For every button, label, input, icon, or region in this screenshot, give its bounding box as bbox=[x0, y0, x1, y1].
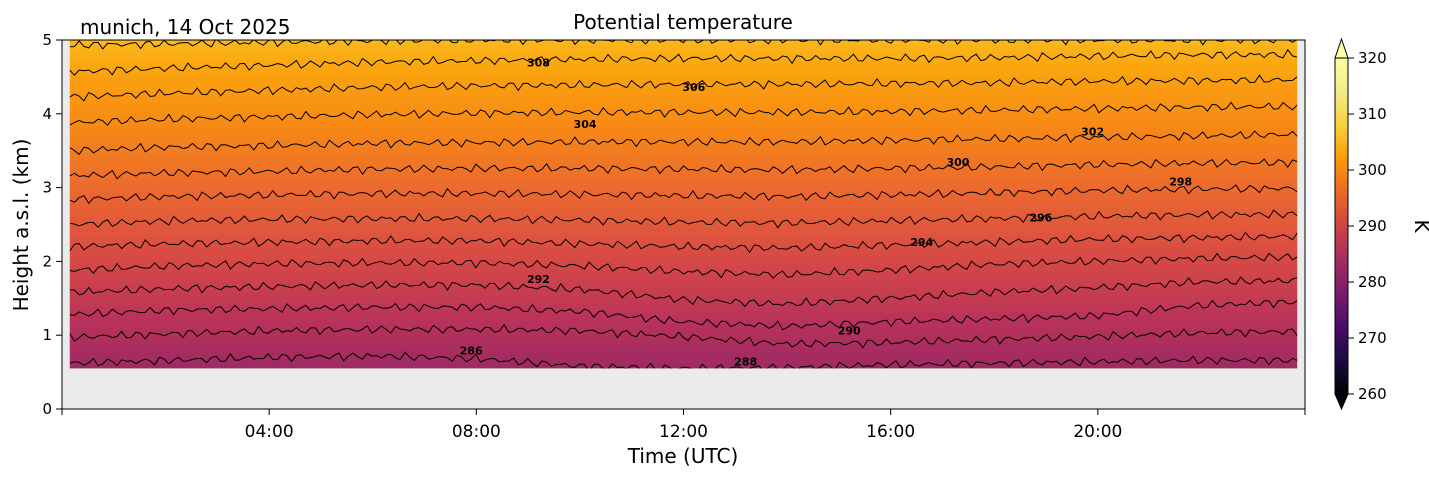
contour-line-298 bbox=[69, 209, 1298, 229]
contour-line-286 bbox=[69, 351, 1298, 369]
contour-label: 302 bbox=[1081, 125, 1104, 138]
chart-title: Potential temperature bbox=[573, 10, 793, 34]
colorbar: 260 270 280 290 300 310 320 K bbox=[1334, 37, 1429, 411]
y-tick-label: 3 bbox=[42, 179, 52, 197]
contour-line-302 bbox=[69, 158, 1298, 180]
contour-line-288 bbox=[69, 323, 1298, 349]
colorbar-ticks: 260 270 280 290 300 310 320 bbox=[1348, 49, 1387, 403]
colorbar-gradient bbox=[1335, 58, 1348, 394]
x-axis-ticks: 04:00 08:00 12:00 16:00 20:00 bbox=[61, 409, 1306, 442]
contour-line-306 bbox=[69, 101, 1298, 127]
contour-label: 290 bbox=[838, 325, 861, 338]
y-axis-ticks: 0 1 2 3 4 5 bbox=[42, 31, 62, 418]
colorbar-tick-label: 320 bbox=[1358, 49, 1387, 67]
contour-label: 286 bbox=[460, 344, 483, 357]
contour-label: 308 bbox=[527, 57, 550, 70]
colorbar-tick-label: 260 bbox=[1358, 385, 1387, 403]
contour-label: 292 bbox=[527, 273, 550, 286]
chart-subtitle: munich, 14 Oct 2025 bbox=[80, 15, 290, 39]
x-axis-label: Time (UTC) bbox=[627, 444, 739, 468]
colorbar-tick-label: 270 bbox=[1358, 329, 1387, 347]
contour-line-294 bbox=[69, 252, 1298, 279]
y-tick-label: 2 bbox=[42, 252, 52, 270]
isentrope-contours bbox=[69, 40, 1298, 369]
contour-line-300 bbox=[69, 184, 1298, 205]
x-tick-label: 08:00 bbox=[452, 422, 501, 442]
y-tick-label: 5 bbox=[42, 31, 52, 49]
contour-label: 296 bbox=[1029, 212, 1052, 225]
contour-line-292 bbox=[69, 276, 1298, 308]
x-tick-label: 16:00 bbox=[866, 422, 915, 442]
contour-line-290 bbox=[69, 299, 1298, 331]
x-tick-label: 20:00 bbox=[1073, 422, 1122, 442]
x-tick-label: 04:00 bbox=[245, 422, 294, 442]
contour-label: 294 bbox=[910, 236, 933, 249]
contour-label: 304 bbox=[574, 118, 597, 131]
colorbar-tick-label: 310 bbox=[1358, 105, 1387, 123]
contour-label-group: 286 288 290 292 294 296 298 300 302 304 306 308 bbox=[460, 57, 1193, 369]
y-axis-label: Height a.s.l. (km) bbox=[9, 139, 33, 312]
contour-line-304 bbox=[69, 130, 1298, 156]
y-tick-label: 4 bbox=[42, 105, 52, 123]
contour-line-308 bbox=[69, 74, 1298, 102]
contour-label: 300 bbox=[947, 156, 970, 169]
colorbar-tick-label: 300 bbox=[1358, 161, 1387, 179]
colorbar-tick-label: 280 bbox=[1358, 273, 1387, 291]
colorbar-extend-max bbox=[1334, 37, 1349, 59]
temperature-field bbox=[69, 40, 1298, 369]
colorbar-label: K bbox=[1410, 219, 1429, 233]
colorbar-tick-label: 290 bbox=[1358, 217, 1387, 235]
y-tick-label: 0 bbox=[42, 400, 52, 418]
contour-label: 306 bbox=[682, 81, 705, 94]
contour-line-312 bbox=[69, 40, 1297, 50]
contour-label: 298 bbox=[1169, 175, 1192, 188]
contour-label: 288 bbox=[734, 356, 757, 369]
contour-line-310 bbox=[69, 48, 1298, 76]
x-tick-label: 12:00 bbox=[659, 422, 708, 442]
contour-line-296 bbox=[69, 231, 1298, 254]
colorbar-extend-min bbox=[1334, 393, 1349, 411]
y-tick-label: 1 bbox=[42, 326, 52, 344]
